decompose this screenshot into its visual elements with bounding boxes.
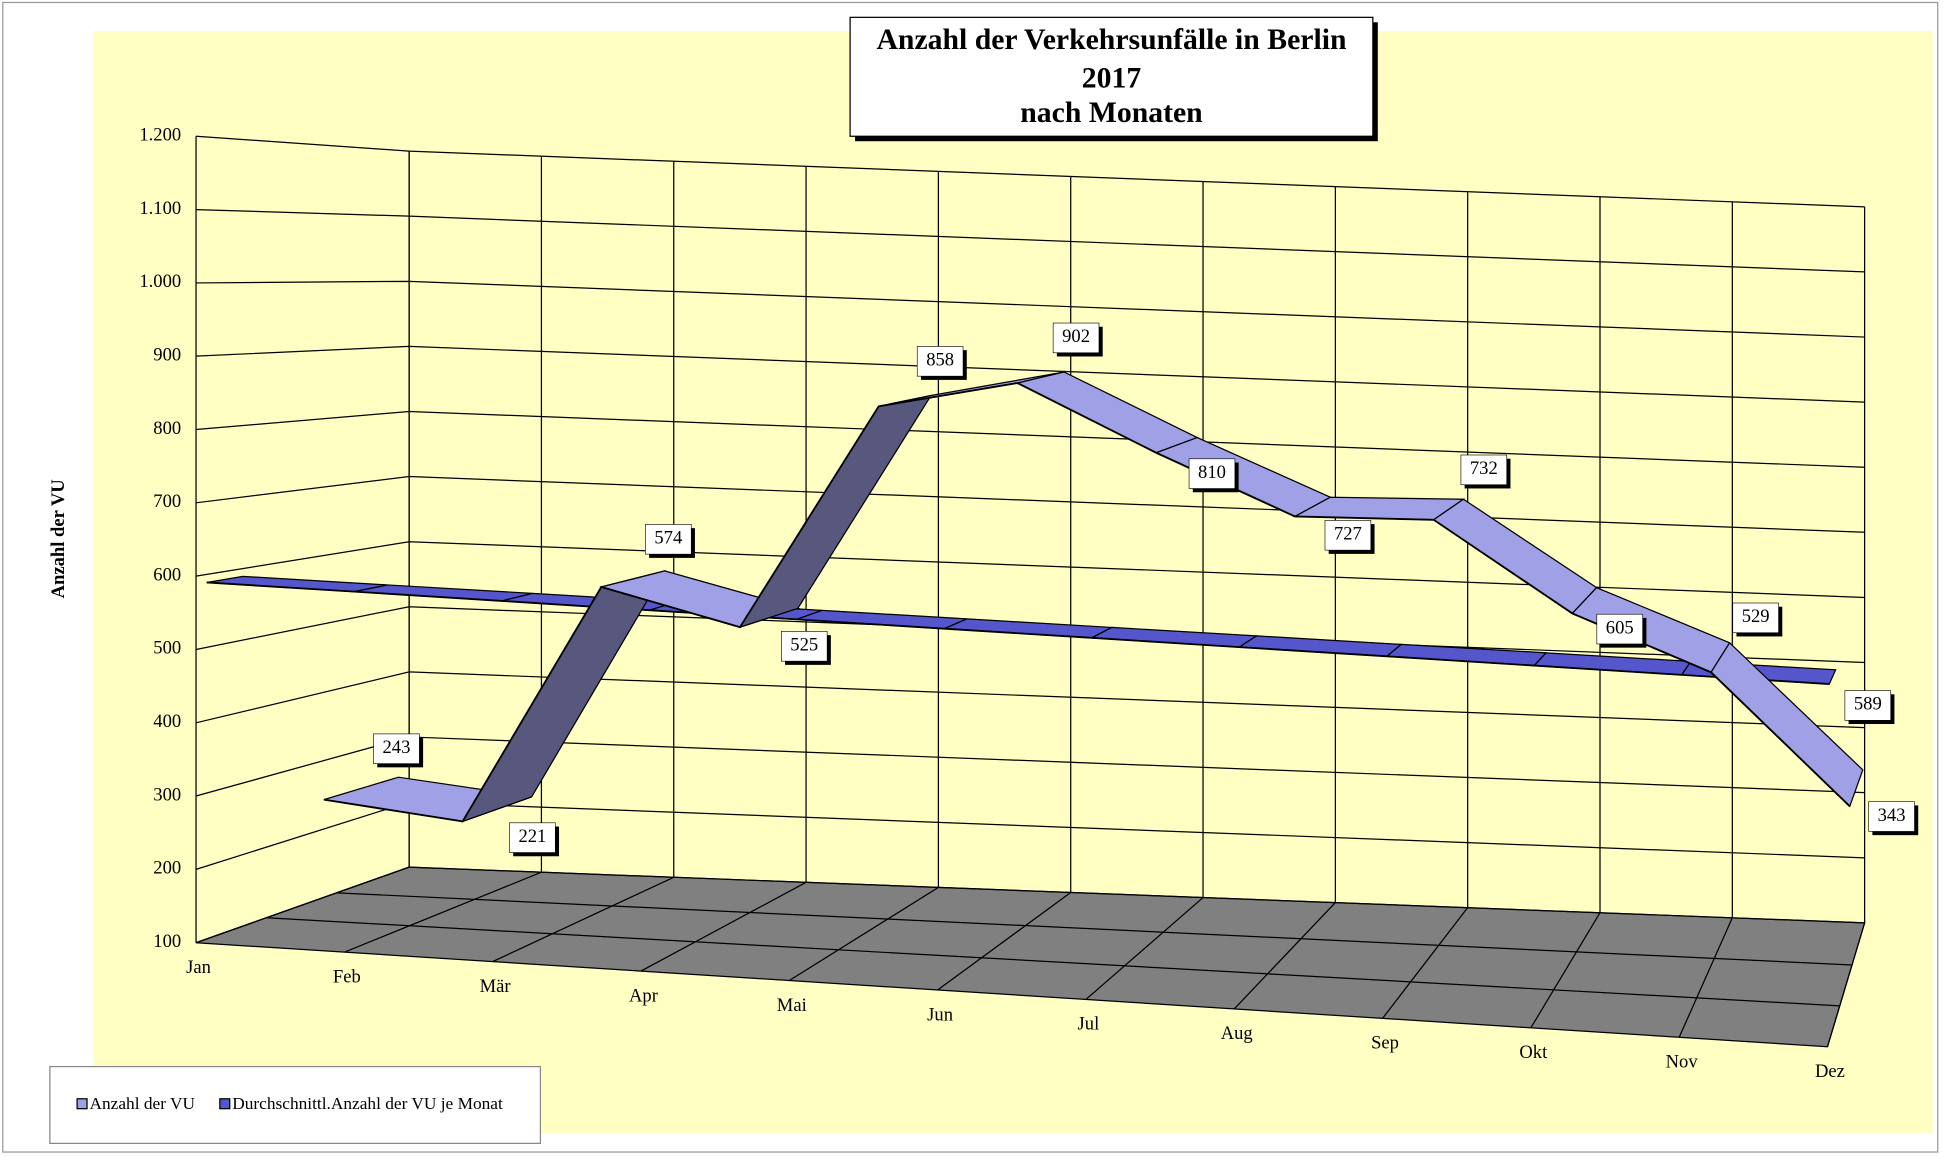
floor-line bbox=[1382, 907, 1469, 1019]
data-label: 525 bbox=[790, 635, 818, 656]
y-tick-label: 1.000 bbox=[139, 271, 181, 292]
legend-label: Durchschnittl.Anzahl der VU je Monat bbox=[232, 1094, 503, 1113]
data-label-box bbox=[373, 733, 420, 764]
data-label: 529 bbox=[1742, 606, 1770, 627]
data-label: 732 bbox=[1470, 458, 1498, 479]
y-tick-label: 600 bbox=[153, 564, 181, 585]
x-tick-label: Mai bbox=[777, 995, 807, 1016]
data-label: 858 bbox=[926, 350, 954, 371]
title-box bbox=[849, 16, 1374, 137]
data-label: 727 bbox=[1334, 524, 1362, 545]
x-tick-label: Jun bbox=[927, 1004, 954, 1025]
x-tick-label: Feb bbox=[333, 966, 361, 987]
data-label: 343 bbox=[1878, 805, 1906, 826]
x-tick-label: Aug bbox=[1221, 1023, 1253, 1044]
floor-line bbox=[1826, 922, 1866, 1047]
y-tick-label: 700 bbox=[153, 491, 181, 512]
x-tick-label: Dez bbox=[1815, 1061, 1845, 1082]
y-tick-label: 400 bbox=[153, 711, 181, 732]
floor-line bbox=[266, 917, 1840, 1007]
x-tick-label: Sep bbox=[1371, 1033, 1399, 1054]
data-label-box bbox=[781, 631, 828, 662]
y-tick-label: 800 bbox=[153, 418, 181, 439]
x-tick-label: Jul bbox=[1078, 1014, 1100, 1035]
floor-line bbox=[1233, 902, 1336, 1010]
data-label-box bbox=[509, 822, 556, 853]
legend-label: Anzahl der VU bbox=[90, 1094, 196, 1113]
y-tick-label: 100 bbox=[153, 931, 181, 952]
series-line bbox=[323, 382, 1851, 823]
data-label-box bbox=[1052, 322, 1100, 354]
floor-line bbox=[937, 891, 1072, 991]
data-label-box bbox=[1188, 458, 1236, 489]
x-tick-label: Okt bbox=[1519, 1042, 1548, 1063]
data-label-box bbox=[1324, 520, 1372, 551]
data-label-box bbox=[1596, 613, 1643, 645]
data-label-box bbox=[645, 524, 692, 555]
legend bbox=[49, 1065, 542, 1144]
plot: 100 200 300 400 500 600 700 800 900 1.000 1.100 1.2… bbox=[139, 125, 1919, 1082]
floor-line bbox=[788, 886, 939, 982]
floor-line bbox=[344, 871, 542, 953]
data-label: 605 bbox=[1606, 617, 1634, 638]
data-label: 574 bbox=[654, 528, 682, 549]
legend-swatch bbox=[76, 1098, 88, 1110]
data-label-box bbox=[1732, 602, 1779, 634]
floor-line bbox=[1085, 897, 1204, 1000]
chart-title: Anzahl der Verkehrsunfälle in Berlin bbox=[876, 24, 1347, 56]
legend-items: Anzahl der VU Durchschnittl.Anzahl der VU… bbox=[76, 1094, 503, 1113]
x-tick-label: Apr bbox=[629, 985, 659, 1006]
x-tick-label: Mär bbox=[480, 976, 512, 997]
floor-line bbox=[336, 892, 1853, 966]
floor-line bbox=[1530, 912, 1601, 1029]
chart-title: 2017 bbox=[1082, 62, 1142, 94]
data-label-box bbox=[1844, 690, 1892, 721]
data-label-box bbox=[916, 346, 964, 377]
chart-title: nach Monaten bbox=[1020, 97, 1203, 129]
data-label: 221 bbox=[518, 826, 546, 847]
legend-swatch bbox=[219, 1098, 231, 1110]
y-tick-label: 900 bbox=[153, 344, 181, 365]
data-label-box bbox=[1460, 454, 1508, 486]
y-tick-label: 1.200 bbox=[139, 125, 181, 146]
y-tick-label: 300 bbox=[153, 784, 181, 805]
data-label: 243 bbox=[383, 737, 411, 758]
x-tick-label: Nov bbox=[1666, 1052, 1699, 1073]
floor-line bbox=[640, 881, 807, 972]
y-tick-label: 500 bbox=[153, 638, 181, 659]
y-tick-label: 200 bbox=[153, 858, 181, 879]
y-axis-label: Anzahl der VU bbox=[48, 479, 69, 598]
data-label: 589 bbox=[1854, 694, 1882, 715]
data-label: 902 bbox=[1062, 326, 1090, 347]
floor-line bbox=[492, 876, 675, 963]
floor-line bbox=[1678, 917, 1733, 1038]
x-tick-label: Jan bbox=[186, 957, 211, 978]
series-line bbox=[206, 581, 1830, 685]
y-tick-label: 1.100 bbox=[139, 198, 181, 219]
data-label-box bbox=[1868, 801, 1915, 832]
data-label: 810 bbox=[1198, 462, 1226, 483]
